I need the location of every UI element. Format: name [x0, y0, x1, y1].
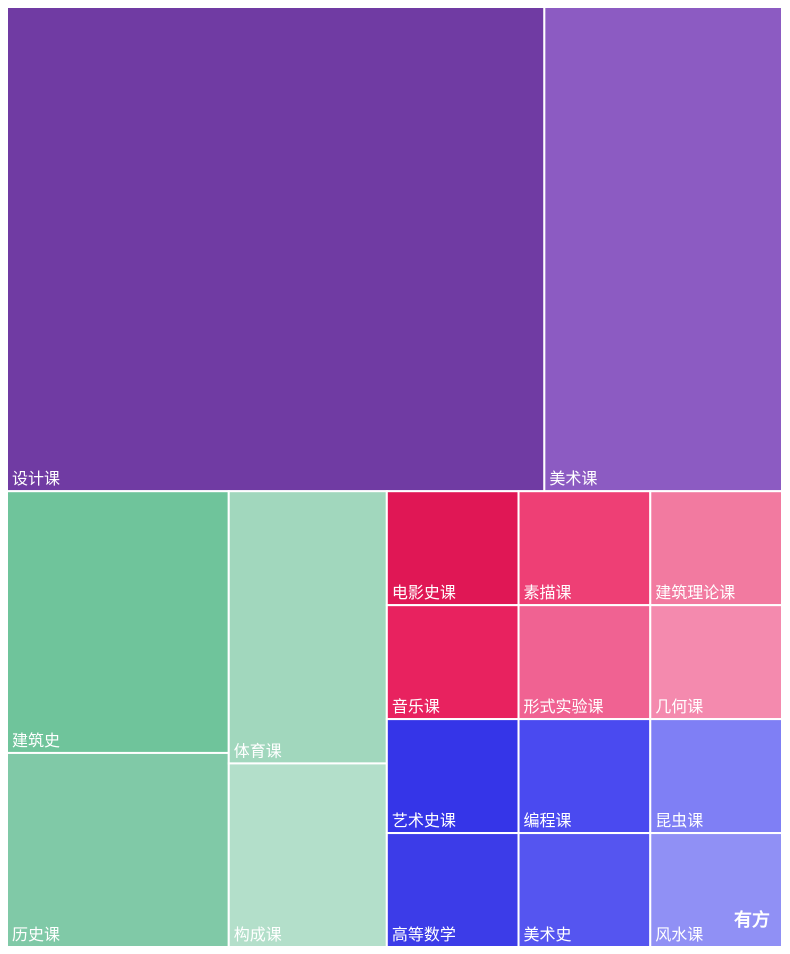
tile [227, 490, 388, 765]
tile [649, 832, 784, 949]
tile [385, 832, 520, 949]
tile-label: 美术课 [549, 469, 597, 488]
tile-label: 历史课 [12, 925, 60, 944]
tile [6, 751, 230, 948]
tile-label: 素描课 [524, 583, 572, 602]
tile-label: 设计课 [12, 469, 60, 488]
tile-label: 高等数学 [392, 925, 456, 944]
tile-label: 电影史课 [392, 583, 456, 602]
tile-label: 形式实验课 [524, 697, 604, 716]
tile-label: 建筑史 [12, 731, 60, 750]
tile [543, 6, 783, 493]
tile [385, 490, 520, 607]
tile-label: 建筑理论课 [655, 583, 735, 602]
tile-label: 构成课 [234, 925, 282, 944]
tile-label: 音乐课 [392, 697, 440, 716]
tile [649, 718, 784, 835]
tile [6, 490, 230, 754]
tile [517, 490, 652, 607]
tile-label: 美术史 [524, 925, 572, 944]
tile [6, 6, 546, 493]
tile-label: 体育课 [234, 741, 282, 760]
watermark: 有方 [734, 909, 770, 931]
tile-label: 昆虫课 [655, 811, 703, 830]
tile [227, 762, 388, 948]
tile-label: 编程课 [524, 811, 572, 830]
tile [517, 832, 652, 949]
tile-label: 几何课 [655, 697, 703, 716]
tile-label: 艺术史课 [392, 811, 456, 830]
tile [517, 718, 652, 835]
tile [649, 490, 784, 607]
tile-label: 风水课 [655, 925, 703, 944]
